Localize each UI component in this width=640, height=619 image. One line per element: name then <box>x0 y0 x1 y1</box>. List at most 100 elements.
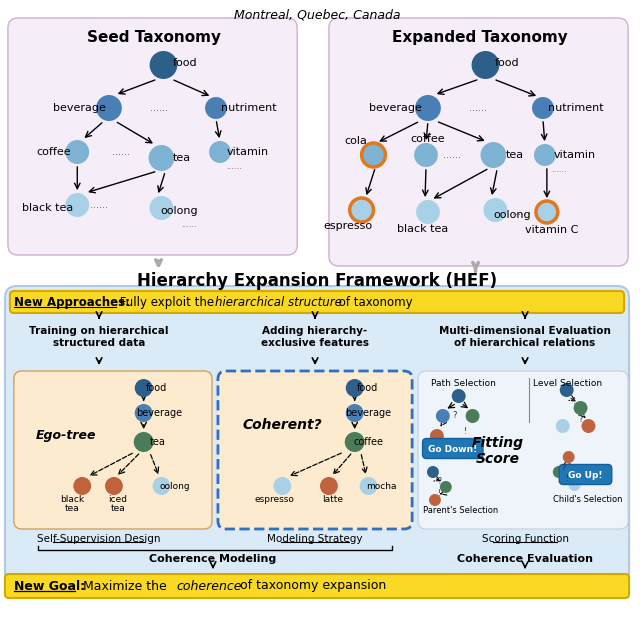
Text: Ego-tree: Ego-tree <box>36 428 96 441</box>
Circle shape <box>582 419 595 433</box>
Circle shape <box>65 193 89 217</box>
Text: Montreal, Quebec, Canada: Montreal, Quebec, Canada <box>234 8 400 21</box>
Text: Path Selection: Path Selection <box>431 379 496 388</box>
Circle shape <box>135 404 152 422</box>
FancyBboxPatch shape <box>8 18 297 255</box>
Text: New Goal:: New Goal: <box>14 579 85 592</box>
Text: nutriment: nutriment <box>221 103 276 113</box>
Text: ......: ...... <box>443 150 461 160</box>
FancyBboxPatch shape <box>14 371 212 529</box>
Text: oolong: oolong <box>161 206 198 216</box>
Text: vitamin C: vitamin C <box>525 225 579 235</box>
Text: espresso: espresso <box>323 221 372 231</box>
Circle shape <box>134 432 154 452</box>
Text: tea: tea <box>111 503 125 513</box>
Text: ......: ...... <box>468 103 486 113</box>
Circle shape <box>536 201 558 223</box>
Text: Self-Supervision Design: Self-Supervision Design <box>37 534 161 544</box>
Circle shape <box>452 389 466 403</box>
Text: Multi-dimensional Evaluation
of hierarchical relations: Multi-dimensional Evaluation of hierarch… <box>439 326 611 348</box>
Text: ......: ...... <box>512 207 530 217</box>
Text: Parent's Selection: Parent's Selection <box>423 506 499 515</box>
Circle shape <box>345 432 365 452</box>
Text: tea: tea <box>65 503 80 513</box>
Circle shape <box>205 97 227 119</box>
Text: Go Down!: Go Down! <box>428 444 477 454</box>
Text: black tea: black tea <box>397 224 449 234</box>
Circle shape <box>472 51 499 79</box>
Circle shape <box>560 383 573 397</box>
Text: beverage: beverage <box>53 103 106 113</box>
Text: beverage: beverage <box>369 103 422 113</box>
Text: ......: ...... <box>90 200 108 210</box>
Circle shape <box>414 143 438 167</box>
Text: ......: ...... <box>112 147 130 157</box>
Text: beverage: beverage <box>136 408 182 418</box>
Circle shape <box>532 97 554 119</box>
Circle shape <box>415 95 441 121</box>
Text: Expanded Taxonomy: Expanded Taxonomy <box>392 30 568 45</box>
Circle shape <box>416 200 440 224</box>
Circle shape <box>430 429 444 443</box>
Text: !: ! <box>464 426 467 436</box>
Circle shape <box>427 466 439 478</box>
Text: Adding hierarchy-
exclusive features: Adding hierarchy- exclusive features <box>261 326 369 348</box>
Text: mocha: mocha <box>366 482 397 490</box>
Circle shape <box>534 144 556 166</box>
Text: tea: tea <box>506 150 524 160</box>
Circle shape <box>105 477 123 495</box>
Text: food: food <box>495 58 520 68</box>
Text: ?: ? <box>452 410 457 420</box>
Circle shape <box>440 481 452 493</box>
Text: ?: ? <box>438 477 442 485</box>
Circle shape <box>556 419 570 433</box>
Text: oolong: oolong <box>493 210 531 220</box>
Circle shape <box>436 409 450 423</box>
Text: of taxonomy expansion: of taxonomy expansion <box>236 579 386 592</box>
FancyBboxPatch shape <box>5 286 629 584</box>
Text: latte: latte <box>323 495 344 503</box>
Circle shape <box>483 198 508 222</box>
Text: cola: cola <box>344 136 367 146</box>
Circle shape <box>150 196 173 220</box>
Text: tea: tea <box>150 437 166 447</box>
Text: ?: ? <box>579 415 583 423</box>
Text: Child's Selection: Child's Selection <box>553 495 622 504</box>
Circle shape <box>346 379 364 397</box>
Text: of taxonomy: of taxonomy <box>335 295 413 308</box>
Text: tea: tea <box>172 153 190 163</box>
Text: Seed Taxonomy: Seed Taxonomy <box>86 30 221 45</box>
Circle shape <box>209 141 231 163</box>
Text: espresso: espresso <box>255 495 294 503</box>
Text: Scoring Function: Scoring Function <box>481 534 568 544</box>
Text: food: food <box>146 383 167 393</box>
Text: Coherence Evaluation: Coherence Evaluation <box>457 554 593 564</box>
Text: coffee: coffee <box>411 134 445 144</box>
Text: Level Selection: Level Selection <box>533 379 602 388</box>
Text: !: ! <box>573 397 576 405</box>
Circle shape <box>360 477 378 495</box>
Circle shape <box>563 451 575 463</box>
Text: black: black <box>60 495 84 503</box>
Circle shape <box>553 466 564 478</box>
Text: coffee: coffee <box>353 437 383 447</box>
Circle shape <box>96 95 122 121</box>
Text: ?: ? <box>562 464 566 472</box>
FancyBboxPatch shape <box>559 464 612 485</box>
Text: Go Up!: Go Up! <box>568 470 603 480</box>
Text: iced: iced <box>108 495 127 503</box>
Circle shape <box>569 479 580 491</box>
FancyBboxPatch shape <box>218 371 412 529</box>
Text: coherence: coherence <box>177 579 242 592</box>
Text: Coherence Modeling: Coherence Modeling <box>149 554 276 564</box>
Circle shape <box>466 409 479 423</box>
Text: hierarchical structure: hierarchical structure <box>215 295 342 308</box>
Text: beverage: beverage <box>346 408 392 418</box>
Circle shape <box>429 494 441 506</box>
Text: food: food <box>357 383 378 393</box>
Text: ......: ...... <box>226 162 242 170</box>
FancyBboxPatch shape <box>329 18 628 266</box>
Text: Fitting
Score: Fitting Score <box>471 436 524 466</box>
Circle shape <box>349 198 374 222</box>
Text: ......: ...... <box>551 165 566 173</box>
